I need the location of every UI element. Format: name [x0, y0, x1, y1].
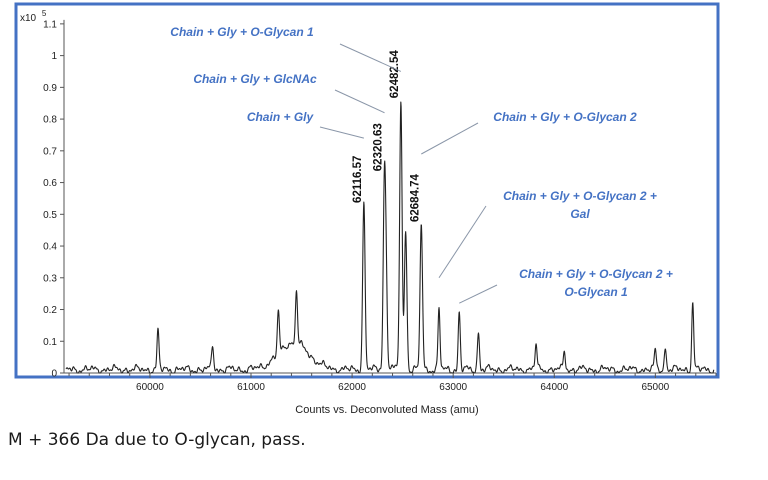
x-axis-title: Counts vs. Deconvoluted Mass (amu) — [295, 404, 478, 416]
annotation-leader-line — [339, 43, 402, 72]
x-tick-label: 64000 — [540, 382, 568, 393]
mass-spectrum-chart: 0 0.1 0.2 0.3 0.4 0.5 0.6 0.7 0.8 0.9 1 1.1 60000 61… — [14, 2, 720, 416]
annotation-leader-line — [334, 89, 385, 114]
peak-labels: 62116.57 62320.63 62482.54 62684.74 — [352, 50, 421, 222]
annotation-leader-line — [319, 126, 364, 139]
x-tick-label: 61000 — [237, 382, 265, 393]
y-axis: 0 0.1 0.2 0.3 0.4 0.5 0.6 0.7 0.8 0.9 1 1.1 — [43, 19, 65, 380]
y-tick-label: 0.7 — [43, 146, 57, 157]
y-tick-label: 0.5 — [43, 210, 57, 221]
y-tick-label: 1 — [51, 51, 57, 62]
y-tick-label: 0.6 — [43, 178, 57, 189]
annotation-label: Chain + Gly + O-Glycan 2 — [493, 110, 637, 124]
y-tick-label: 0.9 — [43, 83, 57, 94]
chart-frame — [14, 2, 720, 379]
annotation-leader-line — [459, 284, 498, 304]
x-tick-label: 63000 — [439, 382, 467, 393]
x-tick-label: 60000 — [136, 382, 164, 393]
peak-mass-label: 62684.74 — [409, 173, 421, 222]
peak-mass-label: 62320.63 — [373, 123, 385, 171]
annotations: Chain + Gly + O-Glycan 1 Chain + Gly + Gl… — [170, 25, 673, 304]
y-multiplier-exponent: 5 — [42, 9, 47, 18]
annotation-label: Chain + Gly + GlcNAc — [193, 72, 317, 86]
y-tick-label: 0.3 — [43, 273, 57, 284]
caption-text: M + 366 Da due to O-glycan, pass. — [8, 430, 306, 450]
annotation-label: Chain + Gly + O-Glycan 2 + — [519, 267, 673, 281]
annotation-leader-line — [438, 205, 487, 279]
y-tick-label: 0.2 — [43, 305, 57, 316]
annotation-label: Gal — [570, 207, 590, 221]
peak-mass-label: 62482.54 — [389, 50, 401, 99]
spectrum-series — [65, 101, 715, 374]
x-tick-label: 65000 — [641, 382, 669, 393]
spectrum-figure: 0 0.1 0.2 0.3 0.4 0.5 0.6 0.7 0.8 0.9 1 1.1 60000 61… — [14, 2, 720, 416]
y-tick-label: 1.1 — [43, 19, 57, 30]
y-tick-label: 0 — [51, 369, 57, 380]
annotation-leader-line — [421, 122, 479, 155]
y-axis-multiplier: x10 5 — [20, 9, 47, 24]
peak-mass-label: 62116.57 — [352, 156, 364, 203]
y-tick-label: 0.8 — [43, 115, 57, 126]
annotation-label: Chain + Gly — [247, 110, 315, 124]
y-tick-label: 0.1 — [43, 337, 57, 348]
spectrum-trace — [65, 101, 715, 374]
annotation-label: O-Glycan 1 — [564, 285, 628, 299]
y-tick-label: 0.4 — [43, 242, 57, 253]
y-multiplier-base: x10 — [20, 13, 37, 24]
annotation-label: Chain + Gly + O-Glycan 1 — [170, 25, 314, 39]
annotation-label: Chain + Gly + O-Glycan 2 + — [503, 189, 657, 203]
x-tick-label: 62000 — [338, 382, 366, 393]
